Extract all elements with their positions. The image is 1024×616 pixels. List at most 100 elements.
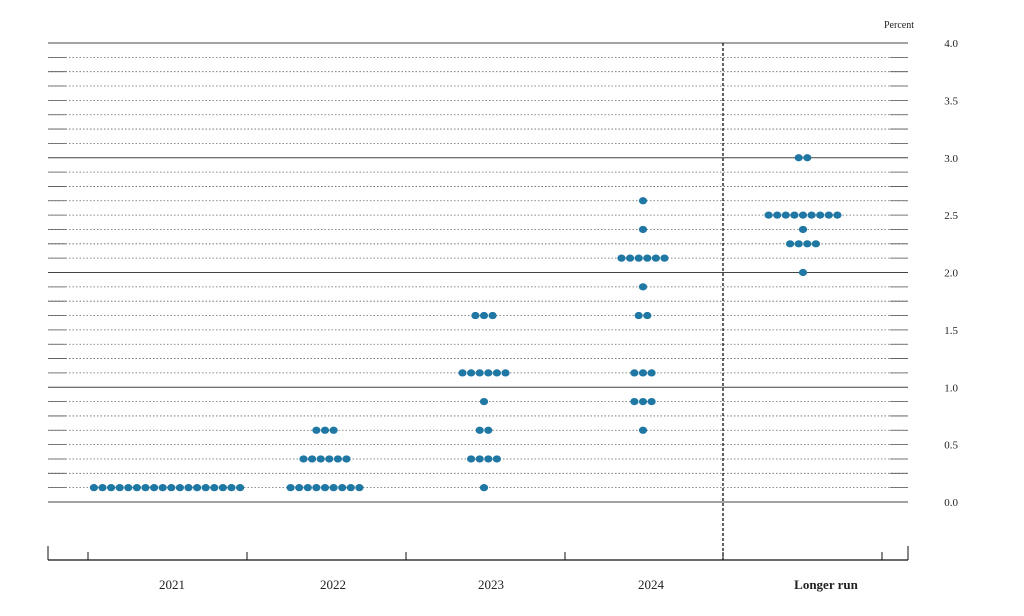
data-dot (467, 455, 476, 463)
data-dot (175, 484, 184, 492)
data-dot (158, 484, 167, 492)
data-dot (626, 254, 635, 262)
data-dot (798, 211, 808, 219)
data-dot (794, 154, 803, 162)
data-dot (484, 426, 493, 434)
data-dot (630, 397, 639, 406)
y-tick-label: 3.0 (944, 153, 958, 165)
data-dot (647, 397, 656, 406)
data-dot (638, 197, 648, 205)
data-dot (643, 254, 652, 262)
data-dot (790, 211, 799, 219)
x-category-label: 2024 (638, 577, 665, 592)
data-dot (201, 484, 210, 492)
data-dot (807, 211, 816, 219)
data-dot (773, 211, 782, 219)
data-dot (333, 455, 342, 463)
data-dot (210, 484, 219, 492)
data-dot (355, 484, 364, 492)
x-category-label: 2021 (159, 577, 185, 592)
data-dot (475, 455, 484, 463)
data-dot (141, 484, 150, 492)
data-dot (89, 484, 98, 492)
y-axis-unit-label: Percent (884, 20, 914, 31)
data-dot (115, 484, 124, 492)
data-dot (308, 455, 317, 463)
data-dot (475, 369, 484, 377)
data-dot (634, 311, 643, 320)
data-dot (150, 484, 159, 492)
y-axis-tick-labels: 0.0 0.5 1.0 1.5 2.0 2.5 3.0 3.5 4.0 (944, 38, 958, 509)
data-dot (184, 484, 193, 492)
x-category-label: 2023 (478, 577, 504, 592)
y-tick-label: 0.0 (944, 497, 958, 509)
data-dot (638, 397, 648, 406)
data-dot (647, 369, 656, 377)
data-dot (630, 369, 639, 377)
data-dot (346, 484, 355, 492)
data-dot (638, 369, 648, 377)
y-tick-label: 1.5 (944, 325, 958, 337)
data-dot (479, 311, 489, 320)
data-dot (479, 484, 489, 492)
data-dot (107, 484, 116, 492)
data-dot (329, 484, 338, 492)
data-dot (484, 369, 493, 377)
data-dot (811, 240, 821, 248)
y-tick-label: 4.0 (944, 38, 958, 50)
data-dot (286, 484, 295, 492)
data-dot (794, 240, 803, 248)
data-dot (492, 369, 501, 377)
data-dot (803, 154, 812, 162)
y-tick-label: 2.0 (944, 268, 958, 280)
data-dot (467, 369, 476, 377)
data-dot (303, 484, 312, 492)
data-dot (816, 211, 825, 219)
data-dot (660, 254, 669, 262)
data-dot (124, 484, 133, 492)
data-dot (218, 484, 227, 492)
data-dot (320, 426, 330, 434)
data-dot (781, 211, 790, 219)
data-dot (320, 484, 330, 492)
data-dots (89, 154, 842, 492)
data-dot (488, 311, 497, 320)
data-dot (167, 484, 176, 492)
data-dot (312, 484, 321, 492)
data-dot (634, 254, 643, 262)
data-dot (638, 283, 648, 291)
data-dot (193, 484, 202, 492)
x-axis: 2021 2022 2023 2024 Longer run (47, 546, 909, 592)
y-tick-label: 0.5 (944, 440, 958, 452)
data-dot (325, 455, 334, 463)
data-dot (458, 369, 467, 377)
data-dot (824, 211, 833, 219)
data-dot (342, 455, 351, 463)
data-dot (764, 211, 773, 219)
data-dot (295, 484, 304, 492)
data-dot (643, 311, 652, 320)
data-dot (492, 455, 501, 463)
data-dot (617, 254, 626, 262)
data-dot (651, 254, 661, 262)
data-dot (316, 455, 325, 463)
data-dot (638, 426, 648, 434)
data-dot (98, 484, 107, 492)
data-dot (479, 397, 489, 406)
data-dot (329, 426, 338, 434)
data-dot (786, 240, 795, 248)
data-dot (236, 484, 245, 492)
data-dot (132, 484, 141, 492)
y-tick-label: 1.0 (944, 382, 958, 394)
data-dot (798, 268, 808, 277)
gridlines (48, 42, 908, 560)
data-dot (798, 225, 808, 234)
x-category-label: Longer run (794, 577, 858, 592)
data-dot (833, 211, 842, 219)
y-tick-label: 2.5 (944, 210, 958, 222)
data-dot (471, 311, 480, 320)
data-dot (484, 455, 493, 463)
data-dot (475, 426, 484, 434)
data-dot (227, 484, 236, 492)
